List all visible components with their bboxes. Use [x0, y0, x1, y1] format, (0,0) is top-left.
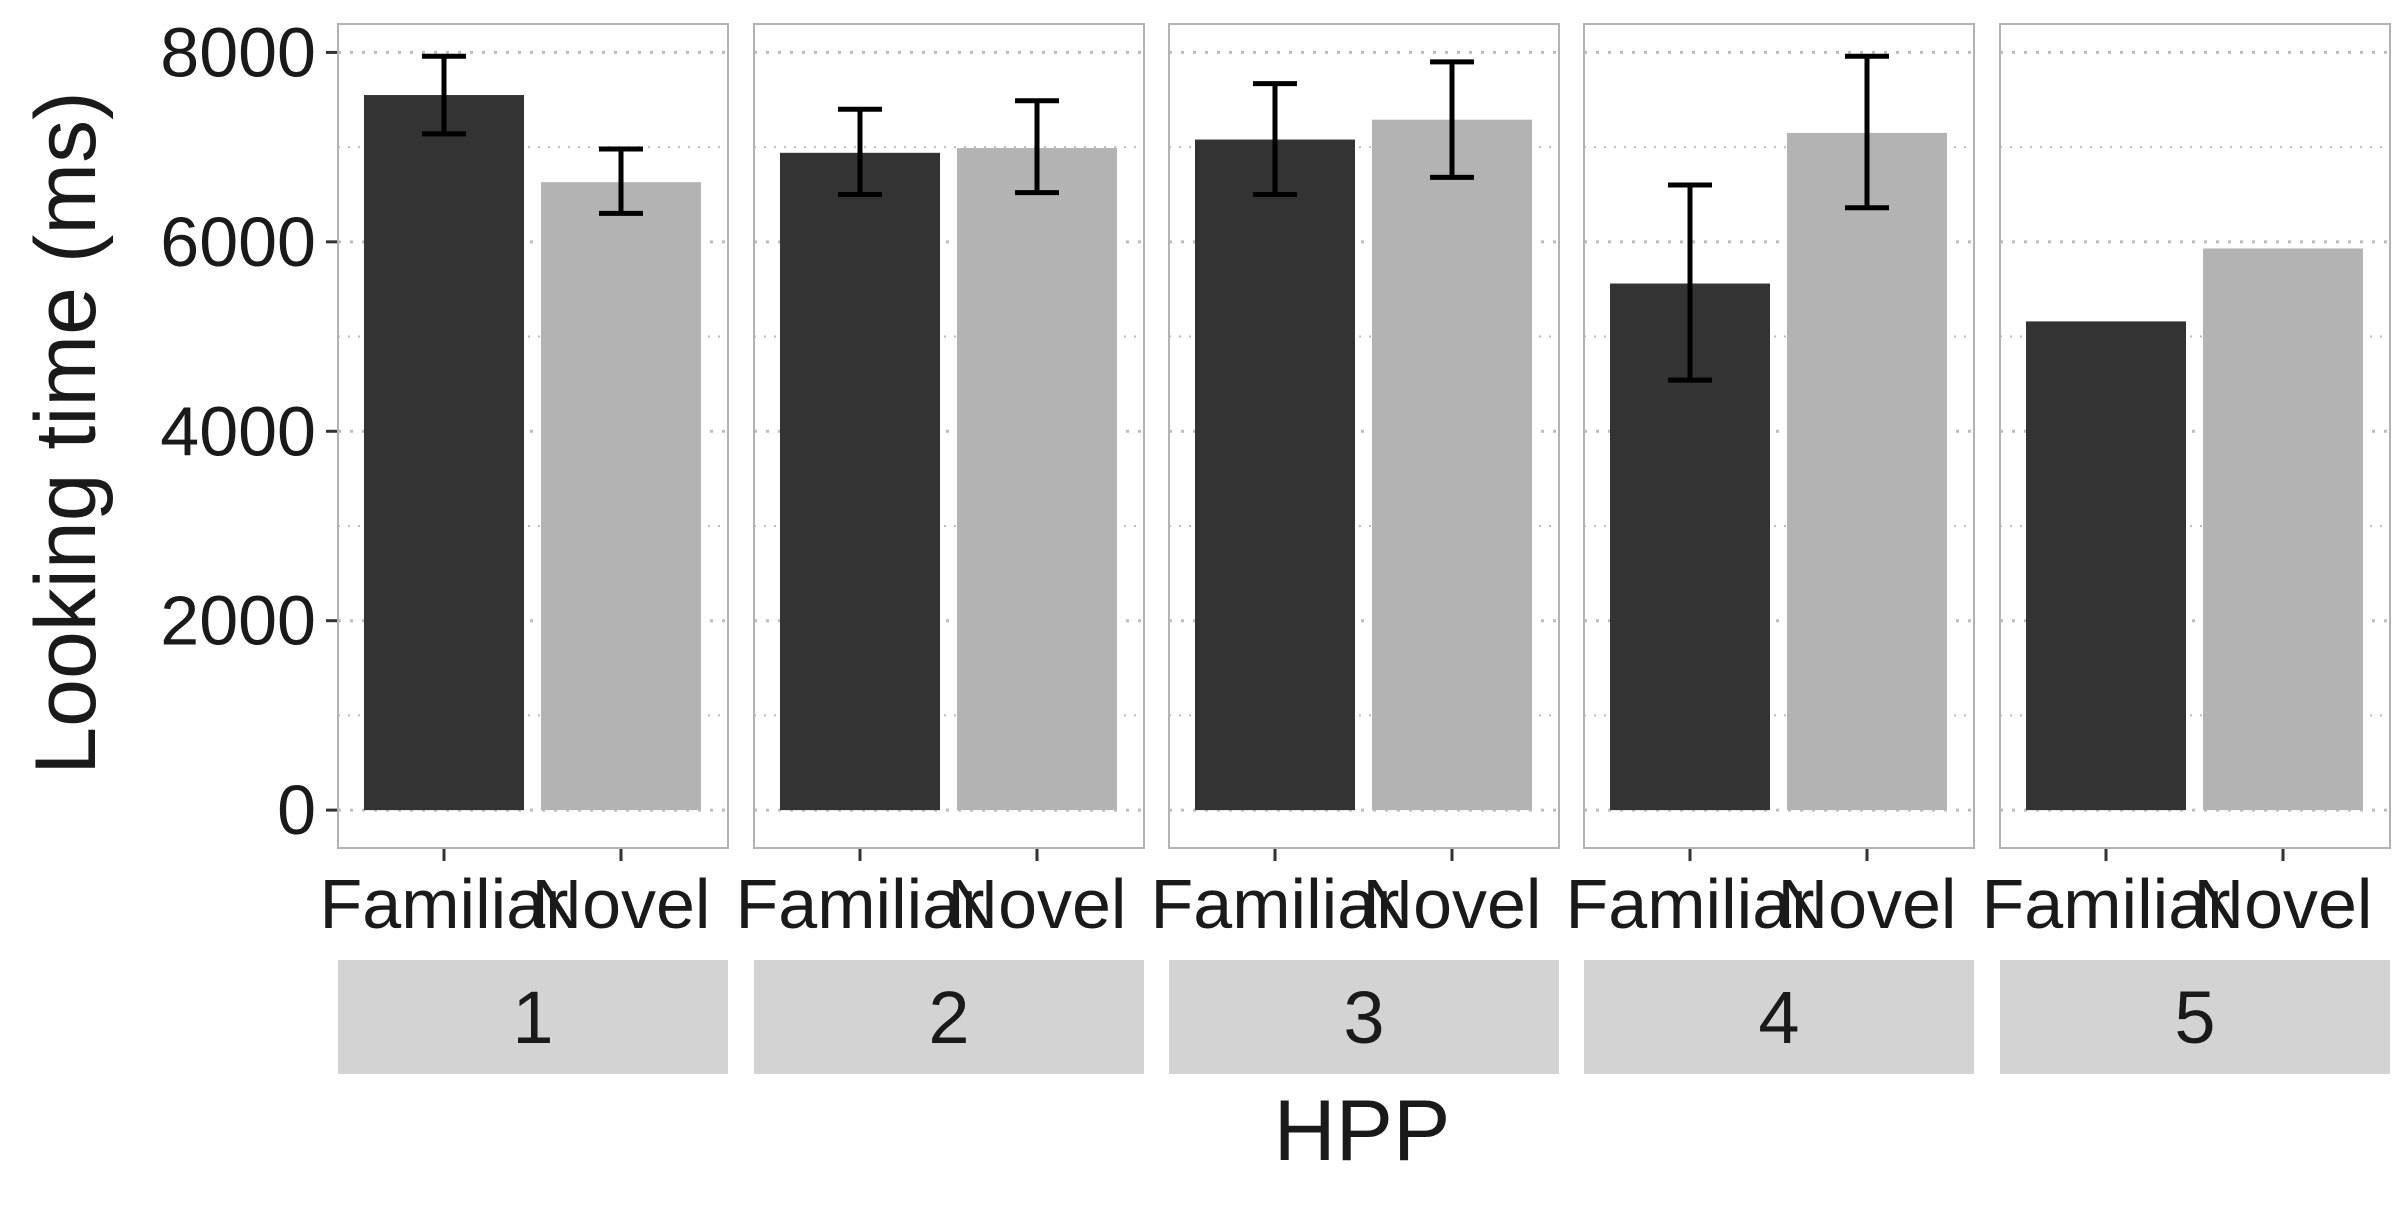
x-tick-label: Novel [1363, 865, 1542, 943]
bar-novel [2203, 248, 2363, 811]
bar-novel [541, 182, 701, 811]
bar-familiar [364, 95, 524, 811]
y-axis-title: Looking time (ms) [18, 91, 114, 774]
bar-novel [957, 148, 1117, 811]
x-tick-label: Novel [948, 865, 1127, 943]
bar-familiar [2026, 321, 2186, 811]
panel-border [1583, 23, 1975, 849]
bar-familiar [780, 152, 940, 811]
x-tick-label: Familiar [1151, 865, 1400, 943]
bar-novel [1787, 132, 1947, 811]
facet-strip-label: 4 [1758, 976, 1799, 1059]
x-tick-label: Novel [1778, 865, 1957, 943]
x-tick-label: Novel [2194, 865, 2373, 943]
bar-familiar [1195, 139, 1355, 811]
x-tick-label: Familiar [736, 865, 985, 943]
x-tick-label: Familiar [320, 865, 569, 943]
y-tick-label: 4000 [160, 392, 316, 470]
y-tick-label: 8000 [160, 13, 316, 91]
facet-strip [1169, 960, 1559, 1074]
y-tick-label: 0 [277, 771, 316, 849]
facet-strip-label: 2 [928, 976, 969, 1059]
facet-strip [1584, 960, 1974, 1074]
x-tick-label: Familiar [1982, 865, 2231, 943]
panel-border [337, 23, 729, 849]
panel-border [1168, 23, 1560, 849]
facet-strip-label: 1 [512, 976, 553, 1059]
facet-strip [338, 960, 728, 1074]
y-tick-label: 2000 [160, 582, 316, 660]
y-tick-label: 6000 [160, 203, 316, 281]
facet-strip [754, 960, 1144, 1074]
facet-strip-label: 3 [1343, 976, 1384, 1059]
x-axis-title: HPP [1274, 1083, 1451, 1179]
facet-strip-label: 5 [2174, 976, 2215, 1059]
x-tick-label: Familiar [1566, 865, 1815, 943]
facet-strip [2000, 960, 2390, 1074]
bar-novel [1372, 119, 1532, 811]
panel-border [753, 23, 1145, 849]
x-tick-label: Novel [532, 865, 711, 943]
panel-border [1999, 23, 2391, 849]
